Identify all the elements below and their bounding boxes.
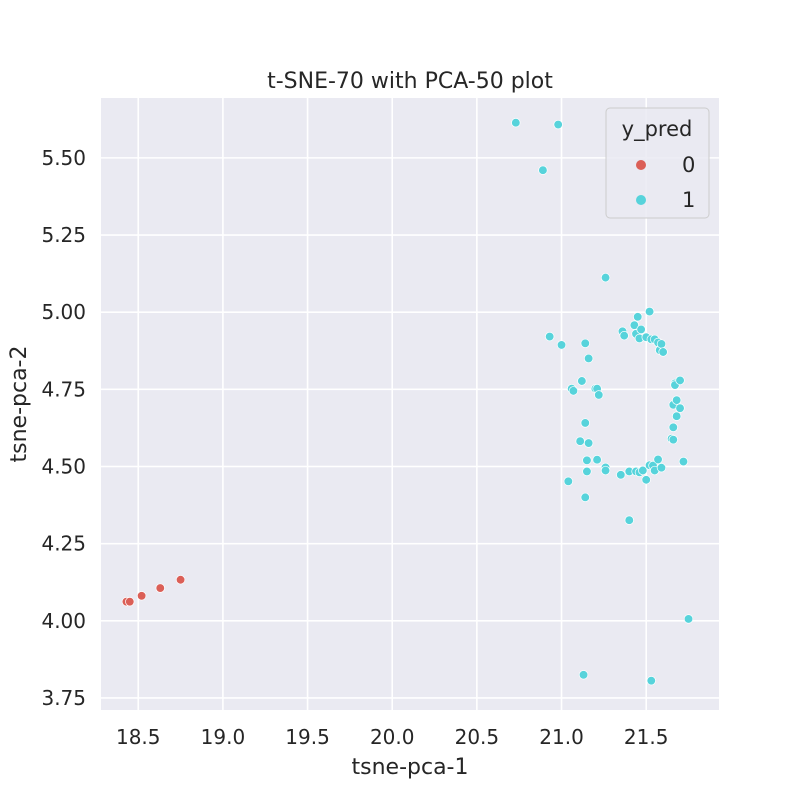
scatter-point-class-1 [582,466,592,477]
y-tick-label: 5.50 [41,146,86,170]
scatter-point-class-1 [636,324,646,335]
x-tick-label: 19.5 [285,725,330,749]
scatter-point-class-1 [583,353,594,364]
scatter-point-class-1 [594,390,604,400]
scatter-point-class-1 [577,376,587,386]
scatter-point-class-1 [658,347,668,357]
legend: y_pred 0 1 [605,107,710,219]
y-tick-labels: 3.75 4.00 4.25 4.50 4.75 5.00 5.25 5.50 [41,146,86,710]
scatter-point-class-1 [592,455,602,465]
scatter-point-class-1 [668,434,678,445]
scatter-point-class-1 [675,375,685,386]
y-tick-label: 5.25 [41,223,86,247]
x-tick-label: 21.0 [539,725,584,749]
scatter-point-class-1 [633,312,643,322]
scatter-point-class-1 [568,386,579,396]
scatter-point-class-1 [538,165,548,175]
x-tick-label: 20.5 [455,725,500,749]
scatter-point-class-0 [125,597,135,607]
y-tick-label: 5.00 [41,300,86,324]
scatter-point-class-1 [511,118,521,128]
scatter-point-class-1 [580,418,590,428]
scatter-point-class-1 [556,340,567,350]
x-tick-label: 18.5 [116,725,161,749]
scatter-point-class-1 [580,492,590,503]
scatter-point-class-1 [678,456,689,467]
scatter-point-class-1 [619,330,629,341]
scatter-point-class-1 [672,411,682,421]
legend-box [605,107,710,219]
x-axis-title: tsne-pca-1 [352,755,469,780]
legend-marker-0 [636,160,646,170]
scatter-point-class-1 [656,463,667,473]
scatter-point-class-1 [646,676,656,686]
scatter-point-class-1 [668,422,678,432]
scatter-point-class-1 [600,272,611,283]
scatter-point-class-1 [653,454,663,465]
y-tick-label: 4.00 [41,609,86,633]
scatter-point-class-1 [582,455,592,465]
scatter-point-class-1 [545,331,555,342]
scatter-point-class-0 [155,583,165,593]
scatter-point-class-1 [656,339,667,349]
scatter-point-class-1 [672,395,682,405]
scatter-point-class-1 [616,470,626,480]
x-tick-label: 21.5 [624,725,669,749]
scatter-point-class-1 [578,670,589,680]
x-tick-labels: 18.5 19.0 19.5 20.0 20.5 21.0 21.5 [116,725,668,749]
legend-marker-1 [636,195,646,205]
data-points [121,118,694,686]
chart-title: t-SNE-70 with PCA-50 plot [267,69,553,94]
scatter-point-class-1 [675,403,685,413]
y-tick-label: 4.50 [41,454,86,478]
scatter-point-class-1 [638,465,648,476]
y-tick-label: 4.75 [41,377,86,401]
y-tick-label: 3.75 [41,686,86,710]
scatter-point-class-1 [683,614,694,624]
scatter-point-class-0 [136,591,147,601]
y-tick-label: 4.25 [41,532,86,556]
scatter-point-class-1 [580,338,590,349]
scatter-point-class-1 [563,476,573,486]
legend-label-0: 0 [682,153,695,177]
scatter-point-class-1 [629,320,639,330]
legend-title: y_pred [622,117,693,142]
y-axis-title: tsne-pca-2 [7,346,32,463]
scatter-point-class-0 [175,575,186,585]
scatter-point-class-1 [641,475,651,485]
x-tick-label: 20.0 [370,725,415,749]
scatter-point-class-1 [600,465,611,476]
scatter-point-class-1 [575,436,585,446]
scatter-point-class-1 [583,438,594,448]
scatter-point-class-1 [624,515,634,525]
x-tick-label: 19.0 [201,725,246,749]
scatter-point-class-1 [644,306,655,317]
legend-label-1: 1 [682,188,695,212]
scatter-point-class-1 [553,119,563,130]
grid-lines [101,98,719,710]
